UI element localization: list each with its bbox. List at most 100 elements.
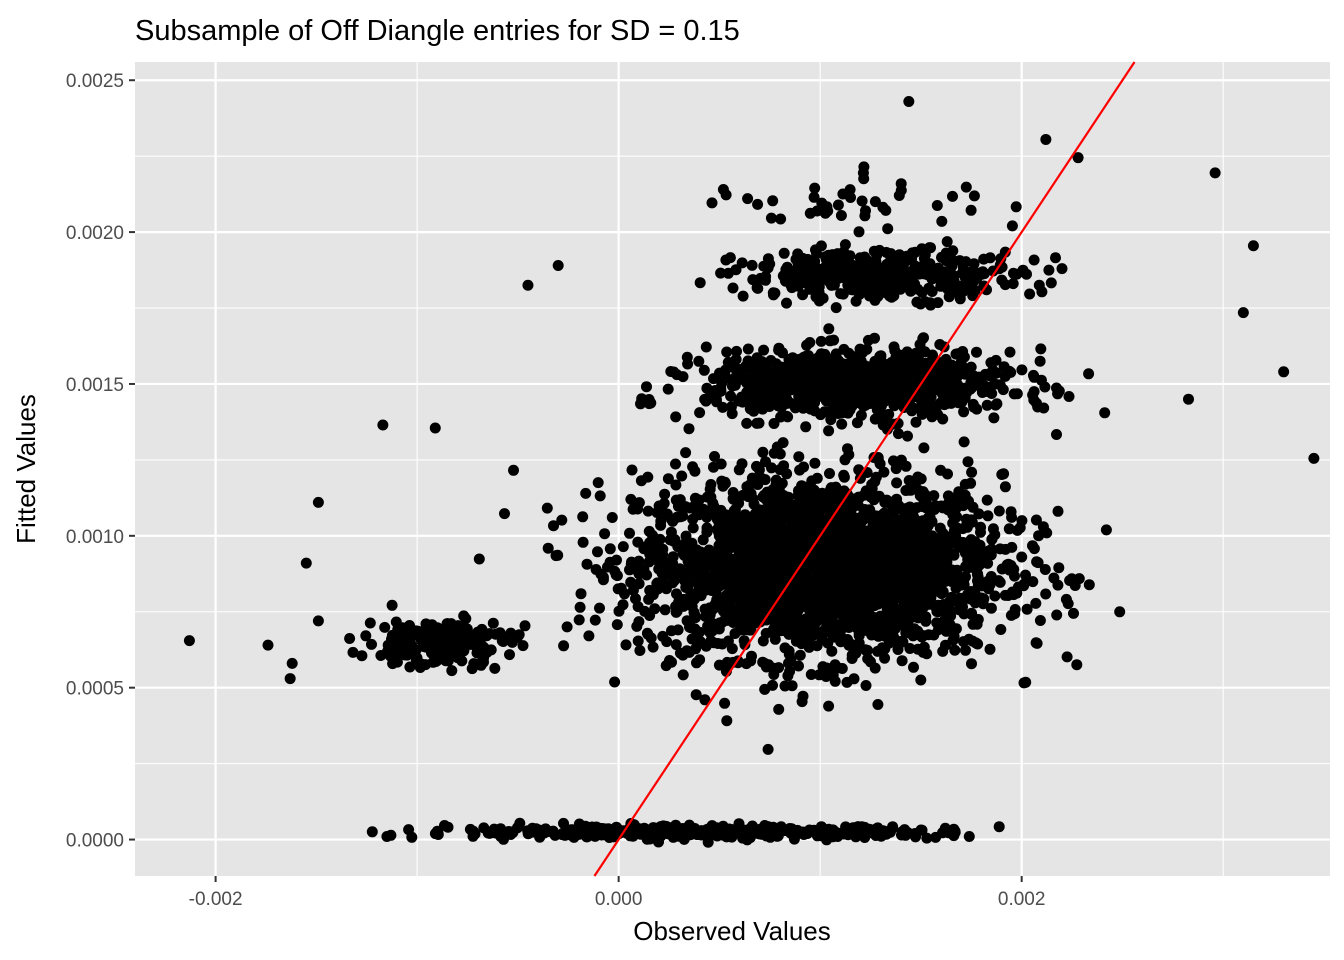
data-point bbox=[688, 823, 700, 835]
data-point bbox=[677, 669, 689, 681]
data-point bbox=[722, 267, 734, 279]
data-point bbox=[888, 370, 900, 382]
data-point bbox=[577, 511, 589, 523]
data-point bbox=[284, 673, 296, 685]
data-point bbox=[824, 335, 836, 347]
data-point bbox=[830, 302, 842, 314]
data-point bbox=[1237, 307, 1249, 319]
data-point bbox=[918, 332, 929, 344]
data-point bbox=[809, 182, 821, 194]
data-point bbox=[981, 399, 993, 411]
data-point bbox=[1028, 254, 1040, 266]
data-point bbox=[957, 601, 968, 613]
data-point bbox=[779, 523, 791, 535]
data-point bbox=[947, 190, 958, 202]
data-point bbox=[478, 628, 490, 640]
data-point bbox=[908, 546, 920, 558]
data-point bbox=[821, 619, 833, 631]
data-point bbox=[787, 527, 799, 539]
data-point bbox=[839, 554, 851, 566]
data-point bbox=[482, 827, 494, 839]
data-point bbox=[446, 639, 458, 651]
data-point bbox=[1052, 505, 1064, 517]
data-point bbox=[746, 259, 758, 271]
data-point bbox=[805, 403, 816, 415]
data-point bbox=[898, 598, 910, 610]
data-point bbox=[886, 356, 898, 368]
data-point bbox=[877, 419, 889, 431]
data-point bbox=[665, 526, 677, 538]
data-point bbox=[737, 290, 749, 302]
data-point bbox=[932, 262, 944, 274]
data-point bbox=[994, 576, 1006, 588]
data-point bbox=[892, 428, 904, 440]
data-point bbox=[832, 199, 844, 211]
data-point bbox=[406, 831, 418, 843]
y-axis-title: Fitted Values bbox=[11, 394, 41, 544]
data-point bbox=[1039, 564, 1051, 575]
data-point bbox=[466, 663, 478, 675]
data-point bbox=[981, 494, 993, 506]
data-point bbox=[594, 602, 605, 614]
data-point bbox=[684, 621, 695, 633]
data-point bbox=[842, 634, 853, 645]
data-point bbox=[432, 829, 444, 840]
data-point bbox=[806, 368, 817, 380]
data-point bbox=[699, 694, 711, 706]
data-point bbox=[948, 823, 960, 835]
data-point bbox=[902, 430, 913, 442]
data-point bbox=[940, 602, 952, 614]
data-point bbox=[772, 499, 784, 511]
data-point bbox=[797, 289, 809, 301]
data-point bbox=[752, 282, 764, 294]
data-point bbox=[541, 502, 553, 514]
data-point bbox=[923, 629, 935, 641]
data-point bbox=[958, 406, 970, 418]
data-point bbox=[934, 274, 946, 286]
data-point bbox=[772, 400, 784, 412]
data-point bbox=[832, 827, 844, 839]
data-point bbox=[624, 527, 635, 539]
data-point bbox=[664, 556, 676, 568]
data-point bbox=[690, 689, 702, 701]
data-point bbox=[943, 368, 955, 380]
data-point bbox=[700, 341, 712, 353]
data-point bbox=[845, 539, 857, 551]
data-point bbox=[899, 577, 911, 589]
data-point bbox=[775, 361, 787, 373]
data-point bbox=[575, 588, 587, 600]
data-point bbox=[676, 470, 688, 482]
data-point bbox=[974, 559, 985, 571]
data-point bbox=[781, 410, 793, 422]
data-point bbox=[791, 611, 803, 623]
data-point bbox=[753, 464, 765, 476]
data-point bbox=[804, 824, 815, 836]
data-point bbox=[625, 493, 637, 505]
data-point bbox=[940, 625, 952, 637]
data-point bbox=[895, 178, 907, 190]
data-point bbox=[767, 287, 779, 299]
data-point bbox=[813, 669, 825, 681]
data-point bbox=[658, 497, 670, 509]
data-point bbox=[914, 392, 926, 404]
data-point bbox=[581, 558, 593, 570]
x-axis: -0.002 0.000 0.002 bbox=[189, 876, 1045, 910]
data-point bbox=[897, 515, 909, 527]
data-point bbox=[415, 658, 427, 670]
data-point bbox=[717, 401, 729, 413]
data-point bbox=[594, 490, 606, 502]
data-point bbox=[604, 543, 616, 555]
data-point bbox=[698, 364, 710, 376]
data-point bbox=[742, 343, 754, 355]
data-point bbox=[344, 633, 356, 644]
data-point bbox=[954, 592, 966, 604]
data-point bbox=[561, 621, 573, 633]
data-point bbox=[759, 683, 771, 695]
data-point bbox=[779, 642, 791, 654]
data-point bbox=[1030, 514, 1042, 526]
data-point bbox=[916, 824, 928, 836]
data-point bbox=[781, 599, 793, 611]
data-point bbox=[853, 590, 865, 601]
data-point bbox=[812, 509, 824, 521]
